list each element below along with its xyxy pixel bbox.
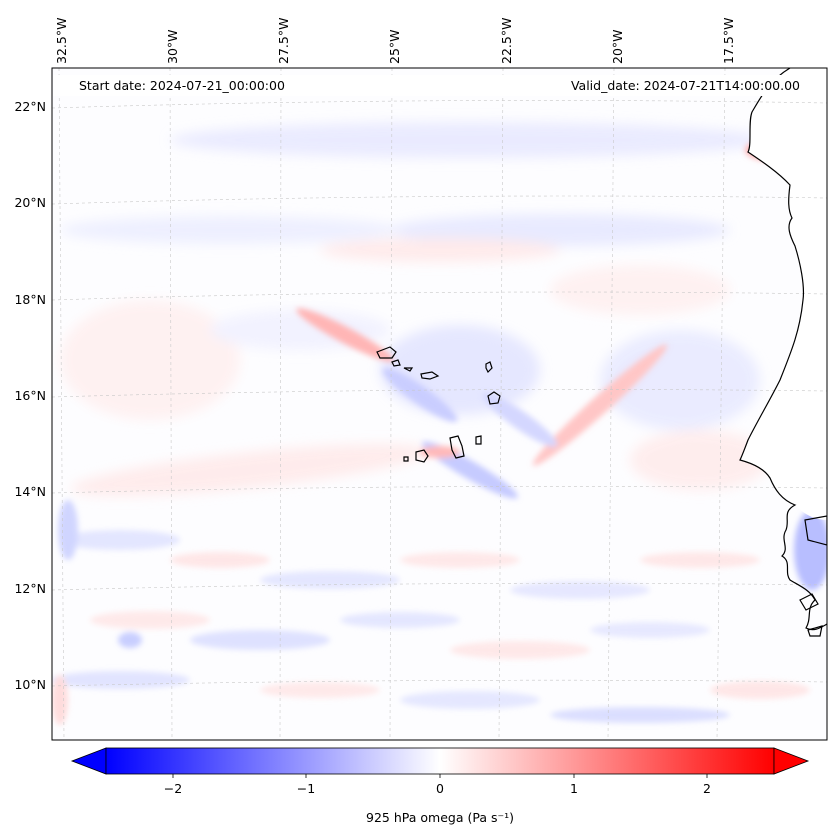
lat-label-18n: 18°N: [14, 292, 46, 307]
lat-label-12n: 12°N: [14, 581, 46, 596]
colorbar-tick-label: 0: [436, 781, 444, 796]
colorbar-tick-label: 1: [570, 781, 578, 796]
africa-coastline: [739, 68, 827, 631]
colorbar-gradient: [105, 747, 775, 775]
lat-label-10n: 10°N: [14, 677, 46, 692]
lat-label-16n: 16°N: [14, 388, 46, 403]
gridlines: [52, 68, 827, 740]
lat-label-14n: 14°N: [14, 484, 46, 499]
lon-label-22-5w: 22.5°W: [499, 18, 514, 64]
cape-verde-islands: [376, 346, 501, 463]
map-frame: [51, 67, 828, 741]
lon-label-17-5w: 17.5°W: [721, 18, 736, 64]
lon-label-30w: 30°W: [165, 29, 180, 64]
lon-label-27-5w: 27.5°W: [276, 18, 291, 64]
colorbar-tick-label: 2: [703, 781, 711, 796]
colorbar-label: 925 hPa omega (Pa s⁻¹): [366, 810, 514, 825]
colorbar-extend-high: [773, 747, 810, 775]
colorbar-tick-label: −1: [297, 781, 315, 796]
coastlines: [739, 68, 827, 637]
colorbar-extend-low: [70, 747, 107, 775]
longitude-labels: 32.5°W 30°W 27.5°W 25°W 22.5°W 20°W 17.5…: [54, 18, 736, 64]
header-strip: [53, 75, 826, 96]
lon-label-32-5w: 32.5°W: [54, 18, 69, 64]
lat-label-22n: 22°N: [14, 99, 46, 114]
start-date-label: Start date: 2024-07-21_00:00:00: [79, 78, 285, 93]
lon-label-25w: 25°W: [387, 29, 402, 64]
latitude-labels: 22°N 20°N 18°N 16°N 14°N 12°N 10°N: [14, 99, 46, 692]
lat-label-20n: 20°N: [14, 195, 46, 210]
colorbar-tick-label: −2: [164, 781, 182, 796]
omega-field: [52, 68, 827, 740]
valid-date-label: Valid_date: 2024-07-21T14:00:00.00: [571, 78, 800, 93]
colorbar: −2 −1 0 1 2 925 hPa omega (Pa s⁻¹): [70, 747, 810, 825]
lon-label-20w: 20°W: [610, 29, 625, 64]
